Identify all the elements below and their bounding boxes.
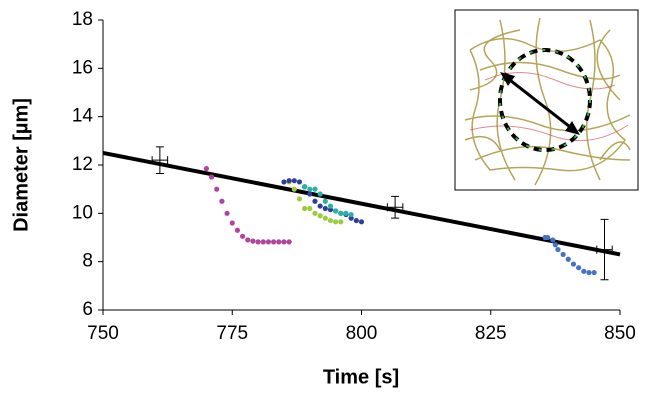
data-point xyxy=(214,186,220,192)
data-point xyxy=(208,174,215,180)
data-point xyxy=(239,233,246,239)
data-point xyxy=(307,186,313,192)
y-axis-label: Diameter [µm] xyxy=(10,98,32,232)
x-tick-label: 775 xyxy=(216,323,248,344)
data-point xyxy=(203,166,209,172)
data-point xyxy=(307,191,313,197)
data-point xyxy=(348,211,354,218)
data-point xyxy=(291,186,297,192)
data-point xyxy=(296,179,303,185)
inset-image xyxy=(454,9,639,191)
error-bar-x xyxy=(386,203,404,212)
data-point xyxy=(552,242,558,248)
data-point xyxy=(265,239,272,245)
data-point xyxy=(560,251,566,258)
data-point xyxy=(307,205,313,212)
data-point xyxy=(302,184,308,190)
error-bar-x xyxy=(596,245,613,254)
data-point xyxy=(343,210,349,216)
data-point xyxy=(219,198,225,204)
data-point xyxy=(234,227,241,233)
data-point xyxy=(333,208,339,214)
data-point xyxy=(545,234,551,241)
data-point xyxy=(338,210,344,216)
data-point xyxy=(317,191,323,197)
data-point xyxy=(322,215,328,221)
data-point xyxy=(570,261,577,267)
data-point xyxy=(281,179,287,185)
data-point xyxy=(250,238,256,244)
data-point xyxy=(327,217,334,224)
data-point xyxy=(255,239,261,245)
data-point xyxy=(322,198,328,204)
x-tick-label: 800 xyxy=(346,323,378,344)
data-point xyxy=(312,210,318,216)
data-point xyxy=(286,178,292,184)
y-tick-label: 10 xyxy=(72,202,93,223)
data-point xyxy=(271,239,277,245)
data-point xyxy=(224,210,230,216)
data-point xyxy=(229,220,235,226)
data-point xyxy=(338,219,344,225)
data-point xyxy=(286,239,292,245)
data-point xyxy=(581,268,587,274)
y-tick-label: 8 xyxy=(82,251,93,272)
data-point xyxy=(333,219,339,225)
data-point xyxy=(302,205,308,212)
data-point xyxy=(327,203,334,209)
x-tick-label: 750 xyxy=(87,323,119,344)
data-point xyxy=(296,196,303,202)
y-tick-label: 12 xyxy=(72,154,93,175)
data-point xyxy=(317,213,323,219)
y-tick-label: 18 xyxy=(72,9,93,30)
data-point xyxy=(586,269,592,276)
data-point xyxy=(591,269,597,276)
data-point xyxy=(348,215,354,221)
data-point xyxy=(276,239,282,245)
data-point xyxy=(555,246,561,253)
fit-line xyxy=(102,150,621,257)
data-point xyxy=(317,203,323,209)
error-bar-x xyxy=(151,156,169,165)
data-point xyxy=(260,239,266,245)
x-axis-label: Time [s] xyxy=(323,366,399,388)
x-tick-label: 825 xyxy=(475,323,507,344)
data-point xyxy=(322,205,328,212)
data-point xyxy=(576,265,582,271)
y-tick-label: 16 xyxy=(72,57,93,78)
data-point xyxy=(245,237,251,243)
data-point xyxy=(312,186,318,192)
data-point xyxy=(358,219,365,225)
y-tick-label: 6 xyxy=(82,299,93,320)
data-point xyxy=(281,239,287,245)
data-point xyxy=(327,207,334,213)
data-point xyxy=(291,178,297,184)
x-tick-label: 850 xyxy=(604,323,636,344)
data-point xyxy=(565,256,571,262)
data-point xyxy=(353,217,359,224)
data-point xyxy=(550,237,556,243)
data-point xyxy=(312,198,318,204)
y-tick-label: 14 xyxy=(72,106,94,127)
